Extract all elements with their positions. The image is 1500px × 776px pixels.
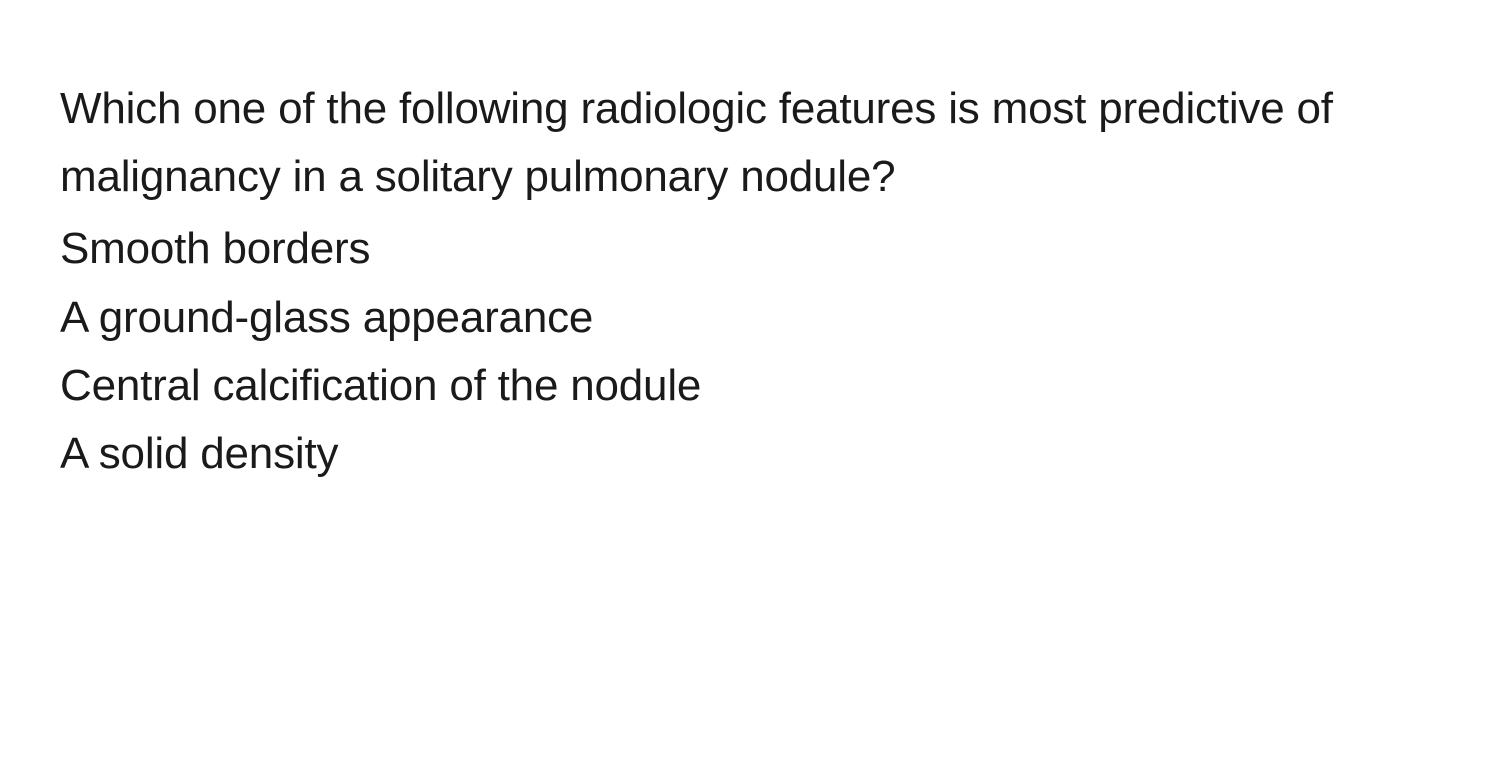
answer-option[interactable]: A ground-glass appearance <box>60 284 1440 352</box>
answer-option[interactable]: Central calcification of the nodule <box>60 352 1440 420</box>
question-stem: Which one of the following radiologic fe… <box>60 75 1440 211</box>
question-container: Which one of the following radiologic fe… <box>60 75 1440 488</box>
answer-option[interactable]: Smooth borders <box>60 215 1440 283</box>
answer-option[interactable]: A solid density <box>60 420 1440 488</box>
